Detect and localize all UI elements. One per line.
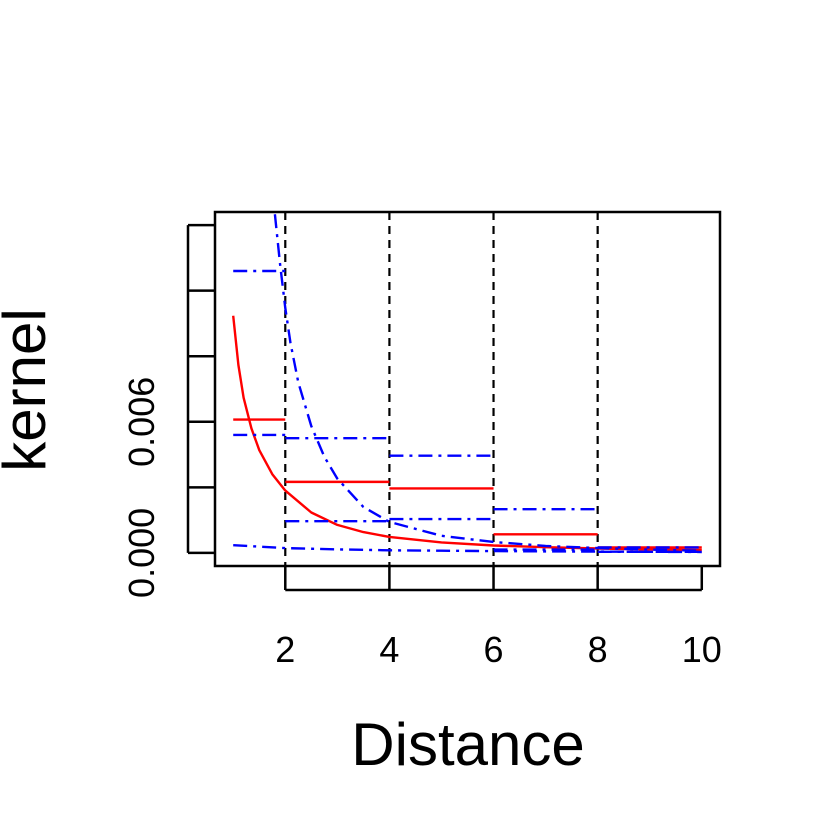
plot-frame [213,210,722,568]
upper-bound-curve-line [273,214,702,552]
x-axis: 2 4 6 8 10 [275,566,722,670]
x-tick-label: 8 [588,629,608,670]
x-axis-title: Distance [351,711,584,778]
lower-bound-curve-line [233,544,702,554]
y-tick-label: 0.000 [121,508,162,598]
vertical-guide-lines [284,212,599,566]
x-tick-label: 4 [379,629,399,670]
y-axis-title: kernel [0,308,58,471]
x-tick-label: 6 [484,629,504,670]
y-tick-label: 0.006 [121,377,162,467]
x-tick-label: 2 [275,629,295,670]
y-axis: 0.000 0.006 [121,223,215,598]
x-tick-label: 10 [682,629,722,670]
estimate-curve-line [232,315,702,552]
plot-series [232,214,702,554]
